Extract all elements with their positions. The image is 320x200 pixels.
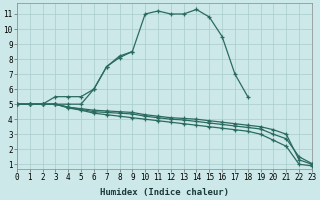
X-axis label: Humidex (Indice chaleur): Humidex (Indice chaleur) — [100, 188, 229, 197]
